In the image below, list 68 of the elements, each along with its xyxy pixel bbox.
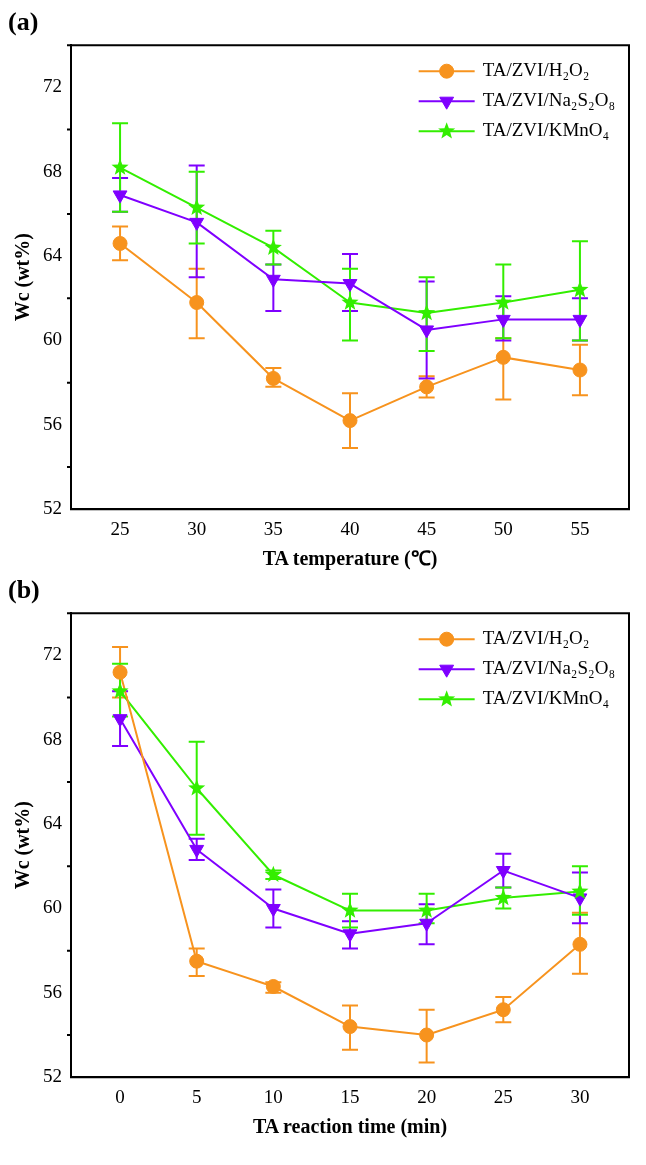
point	[494, 888, 512, 906]
point	[571, 280, 589, 298]
y-axis-title: Wc (wt%)	[11, 801, 35, 890]
point	[112, 664, 128, 680]
point	[189, 295, 205, 311]
y-tick-label: 60	[43, 896, 62, 918]
point	[572, 314, 588, 328]
point	[342, 413, 358, 429]
point	[494, 293, 512, 310]
point	[418, 901, 436, 918]
chart-title: (b)	[8, 575, 40, 605]
y-tick-label: 64	[43, 812, 63, 834]
point	[571, 882, 589, 899]
point	[264, 865, 282, 883]
x-tick-label: 30	[570, 1085, 590, 1107]
legend-label: TA/ZVI/H₂O₂	[482, 59, 590, 81]
y-tick-label: 56	[43, 980, 62, 1002]
point	[419, 918, 435, 932]
y-tick-label: 64	[43, 244, 63, 266]
x-tick-label: 40	[340, 517, 360, 539]
x-tick-label: 10	[263, 1085, 283, 1107]
x-tick-label: 5	[191, 1085, 202, 1107]
legend-label: TA/ZVI/H₂O₂	[482, 627, 590, 649]
y-tick-label: 52	[43, 1065, 62, 1087]
legend-label: TA/ZVI/Na₂S₂O₈	[482, 657, 616, 679]
x-tick-label: 25	[110, 517, 130, 539]
point	[419, 1027, 435, 1043]
y-axis-title: Wc (wt%)	[11, 233, 35, 322]
point	[188, 779, 206, 796]
point	[495, 1002, 511, 1018]
x-axis-title: TA reaction time (min)	[252, 1115, 448, 1139]
point	[342, 1019, 358, 1035]
point	[188, 198, 206, 215]
point	[495, 349, 511, 365]
legend-label: TA/ZVI/KMnO₄	[482, 119, 610, 141]
point	[572, 362, 588, 378]
y-tick-label: 72	[43, 75, 62, 97]
x-tick-label: 50	[493, 517, 513, 539]
y-tick-label: 72	[43, 643, 62, 665]
point	[418, 304, 436, 321]
point	[419, 379, 435, 395]
point	[111, 158, 129, 175]
point	[264, 238, 282, 255]
x-tick-label: 0	[115, 1085, 125, 1107]
x-tick-label: 15	[340, 1085, 360, 1107]
point	[112, 235, 128, 251]
legend-label: TA/ZVI/Na₂S₂O₈	[482, 89, 616, 111]
x-tick-label: 55	[570, 517, 590, 539]
point	[265, 903, 281, 917]
point	[189, 953, 205, 969]
x-tick-label: 30	[187, 517, 207, 539]
x-tick-label: 45	[417, 517, 437, 539]
point	[189, 844, 205, 858]
legend-label: TA/ZVI/KMnO₄	[482, 687, 610, 709]
x-tick-label: 20	[417, 1085, 437, 1107]
x-tick-label: 35	[263, 517, 283, 539]
x-tick-label: 25	[493, 1085, 513, 1107]
point	[111, 682, 129, 699]
chart-title: (a)	[8, 7, 39, 37]
y-tick-label: 68	[43, 727, 62, 749]
point	[572, 936, 588, 952]
y-tick-label: 56	[43, 412, 62, 434]
y-tick-label: 60	[43, 328, 62, 350]
y-tick-label: 68	[43, 159, 62, 181]
point	[265, 370, 281, 386]
point	[495, 314, 511, 328]
y-tick-label: 52	[43, 497, 62, 519]
x-axis-title: TA temperature (℃)	[262, 547, 438, 571]
